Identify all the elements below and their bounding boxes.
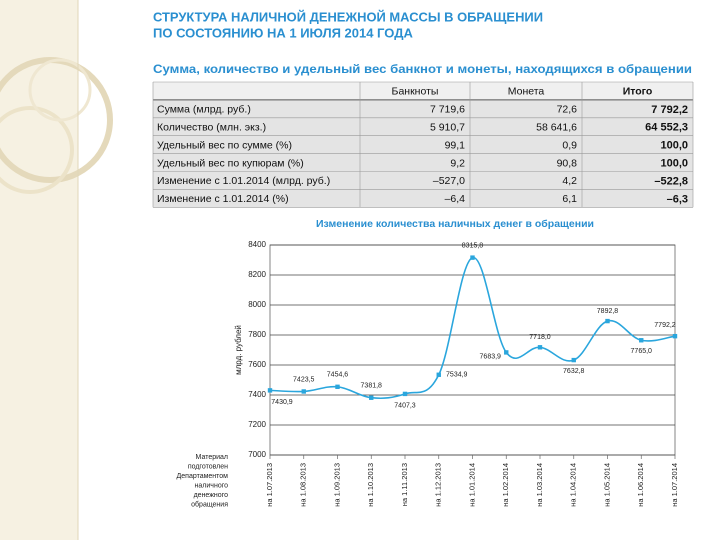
y-tick-label: 8200 <box>248 270 266 279</box>
data-point <box>605 318 610 324</box>
note-line: денежного <box>194 492 228 499</box>
x-tick-label: на 1.04.2014 <box>569 463 578 507</box>
cell: 100,0 <box>660 157 688 169</box>
decor-circle <box>0 57 113 183</box>
y-tick-label: 7000 <box>248 450 266 459</box>
data-point <box>470 255 475 260</box>
note-line: наличного <box>195 482 229 489</box>
data-point <box>504 350 509 355</box>
x-tick-label: на 1.08.2013 <box>299 463 308 507</box>
data-point <box>335 384 340 390</box>
y-tick-label: 7200 <box>248 420 266 429</box>
value-label: 7792,2 <box>654 322 676 329</box>
data-point <box>537 345 543 350</box>
column-header: Монета <box>508 86 545 98</box>
data-point <box>301 389 306 394</box>
value-label: 7381,8 <box>361 383 383 390</box>
x-tick-label: на 1.09.2013 <box>332 463 341 507</box>
note-line: подготовлен <box>188 463 228 470</box>
y-tick-label: 7600 <box>248 360 266 369</box>
data-point <box>402 391 408 397</box>
data-point <box>571 357 576 363</box>
value-label: 7534,9 <box>446 372 468 379</box>
x-tick-label: на 1.10.2013 <box>366 463 375 507</box>
x-tick-label: на 1.07.2014 <box>670 463 679 507</box>
x-tick-label: на 1.05.2014 <box>602 463 611 507</box>
note-line: Департаментом <box>177 473 229 480</box>
decor-circle <box>0 106 74 194</box>
row-label: Количество (млн. экз.) <box>157 122 266 134</box>
cell: 90,8 <box>557 157 578 169</box>
data-point <box>436 372 441 377</box>
row-label: Удельный вес по сумме (%) <box>157 139 292 151</box>
y-tick-label: 8400 <box>248 240 266 249</box>
value-label: 7718,0 <box>529 334 551 341</box>
value-label: 7423,5 <box>293 376 315 383</box>
cell: –527,0 <box>433 175 465 187</box>
value-label: 7454,6 <box>327 372 349 379</box>
y-axis-label: млрд. рублей <box>234 325 243 375</box>
x-tick-label: на 1.03.2014 <box>535 463 544 507</box>
row-label: Изменение с 1.01.2014 (млрд. руб.) <box>157 175 330 187</box>
cell: 99,1 <box>445 139 466 151</box>
value-label: 8315,8 <box>462 242 484 249</box>
cell: –6,3 <box>667 193 688 205</box>
cell: 100,0 <box>660 140 688 152</box>
table-header-bg <box>153 82 693 100</box>
content: СТРУКТУРА НАЛИЧНОЙ ДЕНЕЖНОЙ МАССЫ В ОБРА… <box>152 9 694 508</box>
x-tick-label: на 1.01.2014 <box>467 463 476 507</box>
row-label: Изменение с 1.01.2014 (%) <box>157 193 289 205</box>
data-point <box>369 395 374 400</box>
column-header: Банкноты <box>392 86 439 98</box>
cell: –522,8 <box>654 175 688 187</box>
side-band <box>0 0 78 540</box>
note-line: Материал <box>196 454 228 461</box>
y-tick-label: 7400 <box>248 390 266 399</box>
x-tick-label: на 1.06.2014 <box>636 463 645 507</box>
x-tick-label: на 1.02.2014 <box>501 463 510 507</box>
x-tick-label: на 1.11.2013 <box>400 463 409 506</box>
value-label: 7765,0 <box>631 348 653 355</box>
value-label: 7407,3 <box>394 403 416 410</box>
y-tick-label: 8000 <box>248 300 266 309</box>
value-label: 7892,8 <box>597 308 619 315</box>
subtitle: Сумма, количество и удельный вес банкнот… <box>153 62 692 76</box>
title-line: ПО СОСТОЯНИЮ НА 1 ИЮЛЯ 2014 ГОДА <box>153 25 413 40</box>
cell: 0,9 <box>562 139 577 151</box>
cell: 6,1 <box>562 193 577 205</box>
column-header: Итого <box>623 86 653 98</box>
cell: 58 641,6 <box>536 122 577 134</box>
value-label: 7632,8 <box>563 368 585 375</box>
title-line: СТРУКТУРА НАЛИЧНОЙ ДЕНЕЖНОЙ МАССЫ В ОБРА… <box>153 9 543 24</box>
value-label: 7683,9 <box>480 353 502 360</box>
chart-title: Изменение количества наличных денег в об… <box>316 218 594 230</box>
x-tick-label: на 1.12.2013 <box>434 463 443 507</box>
cell: 64 552,3 <box>645 122 688 134</box>
cell: 72,6 <box>557 104 578 116</box>
x-tick-label: на 1.07.2013 <box>265 463 274 507</box>
plot-frame <box>269 244 676 456</box>
cell: 7 792,2 <box>651 104 688 116</box>
data-point <box>672 333 678 339</box>
cell: 7 719,6 <box>430 104 465 116</box>
cell: 5 910,7 <box>430 122 465 134</box>
data-point <box>639 338 644 343</box>
row-label: Удельный вес по купюрам (%) <box>157 157 304 169</box>
note-line: обращения <box>191 500 228 508</box>
y-tick-label: 7800 <box>248 330 266 339</box>
row-label: Сумма (млрд. руб.) <box>157 104 251 116</box>
cell: 4,2 <box>562 175 577 187</box>
decor-circle <box>28 58 92 122</box>
cell: 9,2 <box>450 157 465 169</box>
data-point <box>267 388 273 393</box>
value-label: 7430,9 <box>271 399 293 406</box>
cell: –6,4 <box>445 193 466 205</box>
